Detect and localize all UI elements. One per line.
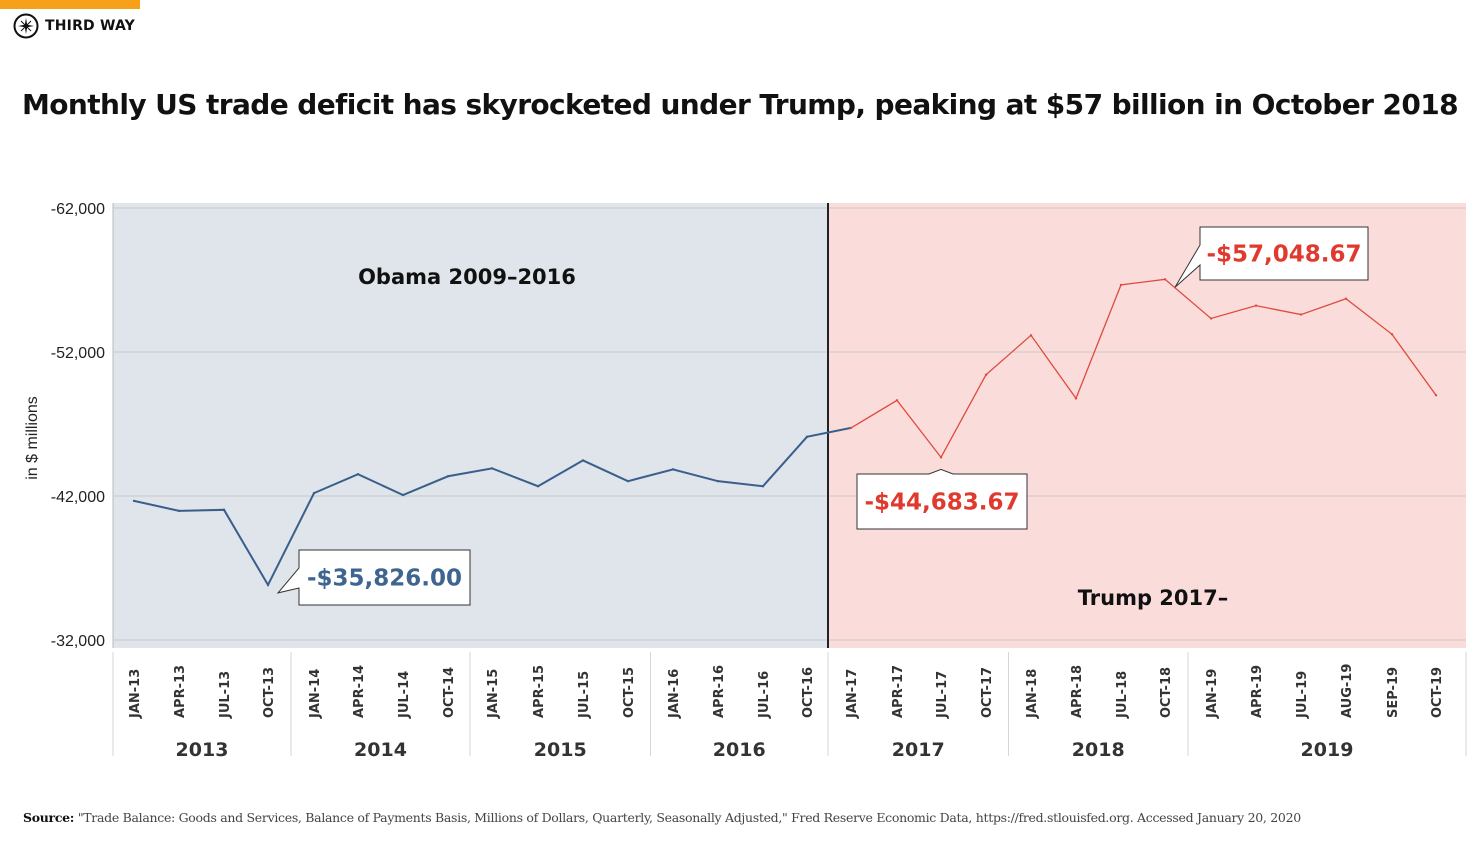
x-tick-label: JUL-19 — [1295, 671, 1310, 719]
x-tick-label: AUG-19 — [1340, 664, 1355, 718]
callout-value: -$35,826.00 — [307, 566, 462, 592]
logo: THIRD WAY — [13, 13, 135, 39]
x-tick-label: JAN-18 — [1025, 669, 1040, 719]
year-label: 2019 — [1301, 739, 1354, 761]
year-label: 2018 — [1072, 739, 1125, 761]
x-tick-label: APR-19 — [1250, 665, 1265, 718]
x-tick-label: APR-13 — [173, 665, 188, 718]
data-point — [939, 456, 943, 459]
data-point — [581, 459, 585, 462]
y-tick-label: -32,000 — [51, 633, 105, 650]
data-point — [536, 485, 540, 488]
period-label-obama: Obama 2009–2016 — [358, 265, 576, 289]
x-tick-label: JAN-19 — [1205, 669, 1220, 719]
x-tick-label: JAN-14 — [308, 669, 323, 719]
x-tick-label: OCT-17 — [980, 667, 995, 718]
y-tick-label: -42,000 — [51, 489, 105, 506]
x-tick-label: APR-16 — [712, 665, 727, 718]
y-axis-label: in $ millions — [24, 396, 41, 480]
year-label: 2014 — [354, 739, 407, 761]
chart-title: Monthly US trade deficit has skyrocketed… — [22, 88, 1459, 121]
x-tick-label: APR-15 — [532, 665, 547, 718]
accent-bar — [0, 0, 140, 9]
y-tick-label: -62,000 — [51, 201, 105, 218]
callout-value: -$44,683.67 — [864, 490, 1019, 516]
x-tick-label: JUL-14 — [397, 671, 412, 719]
data-point — [356, 473, 360, 476]
trump-period-background — [828, 203, 1466, 648]
year-label: 2013 — [176, 739, 229, 761]
year-label: 2015 — [534, 739, 587, 761]
data-point — [671, 468, 675, 471]
data-point — [132, 499, 136, 503]
data-point — [984, 373, 988, 376]
x-tick-label: JAN-16 — [667, 669, 682, 719]
source-note: Source: "Trade Balance: Goods and Servic… — [23, 810, 1301, 825]
data-point — [1074, 397, 1078, 400]
data-point — [626, 479, 630, 483]
year-label: 2016 — [713, 739, 766, 761]
series-line-trump — [850, 278, 1437, 459]
x-tick-label: OCT-16 — [801, 667, 816, 718]
x-tick-label: JUL-13 — [218, 671, 233, 719]
data-point — [1029, 334, 1033, 337]
data-point — [849, 426, 853, 430]
x-tick-label: OCT-14 — [442, 667, 457, 718]
x-tick-label: OCT-15 — [622, 667, 637, 718]
x-tick-label: APR-14 — [352, 665, 367, 718]
callout-jul-17: -$44,683.67 — [856, 468, 1028, 530]
data-point — [1434, 394, 1438, 397]
callout-value: -$57,048.67 — [1206, 242, 1361, 268]
x-tick-label: OCT-13 — [262, 667, 277, 718]
x-tick-label: JUL-17 — [935, 671, 950, 719]
data-point — [805, 435, 809, 439]
data-point — [446, 475, 450, 478]
x-tick-label: APR-17 — [891, 665, 906, 718]
data-point — [1163, 278, 1167, 281]
x-tick-label: JUL-18 — [1115, 671, 1130, 719]
x-tick-label: JAN-17 — [845, 669, 860, 719]
data-point — [1119, 283, 1123, 287]
data-point — [716, 479, 720, 483]
x-tick-label: JUL-15 — [577, 671, 592, 719]
data-point — [1299, 313, 1303, 316]
x-tick-label: JAN-13 — [128, 669, 143, 719]
data-point — [222, 508, 226, 512]
data-point — [761, 485, 765, 488]
data-point — [1344, 297, 1348, 300]
data-point — [1209, 317, 1213, 320]
x-tick-label: APR-18 — [1070, 665, 1085, 718]
data-point — [266, 583, 270, 587]
x-tick-label: JUL-16 — [757, 671, 772, 719]
callout-box — [276, 549, 471, 606]
callout-oct-13: -$35,826.00 — [276, 549, 471, 606]
data-point — [490, 467, 494, 470]
data-point — [401, 493, 405, 497]
callout-box — [1174, 226, 1369, 288]
y-tick-label: -52,000 — [51, 345, 105, 362]
data-point — [177, 509, 181, 513]
source-label: Source: — [23, 810, 75, 825]
x-tick-label: OCT-19 — [1430, 667, 1445, 718]
callout-oct-18: -$57,048.67 — [1174, 226, 1369, 288]
period-label-trump: Trump 2017– — [1078, 586, 1229, 610]
source-text: "Trade Balance: Goods and Services, Bala… — [77, 810, 1301, 825]
data-point — [312, 491, 316, 495]
compass-icon — [13, 13, 39, 39]
data-point — [1390, 333, 1394, 336]
callout-box — [856, 468, 1028, 530]
year-label: 2017 — [892, 739, 945, 761]
x-tick-label: JAN-15 — [486, 669, 501, 719]
data-point — [895, 399, 899, 402]
x-tick-label: SEP-19 — [1386, 667, 1401, 718]
x-tick-label: OCT-18 — [1159, 667, 1174, 718]
logo-text: THIRD WAY — [45, 18, 135, 34]
data-point — [1254, 304, 1258, 307]
